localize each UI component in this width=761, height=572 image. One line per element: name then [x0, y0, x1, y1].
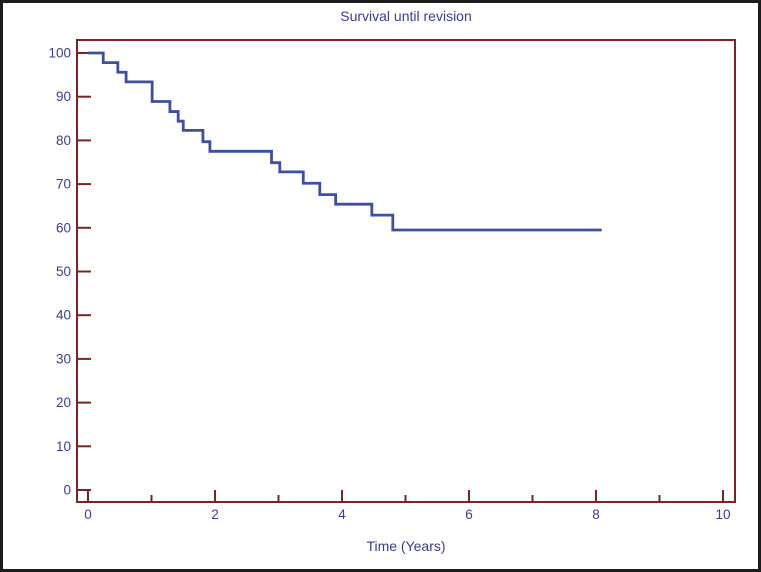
x-tick-label: 4	[338, 507, 346, 522]
y-tick-label: 100	[48, 46, 71, 61]
y-tick-label: 10	[56, 439, 71, 454]
x-tick-label: 10	[715, 507, 730, 522]
x-tick-label: 6	[465, 507, 473, 522]
plot-frame-axes	[76, 39, 736, 503]
y-tick-label: 60	[56, 220, 71, 235]
x-tick-label: 2	[211, 507, 219, 522]
axis-tick-labels: 0 10 20 30 40 50 60 70 80 90 100 0 2 4 6 8 10	[48, 46, 730, 523]
y-tick-label: 30	[56, 351, 71, 366]
y-tick-label: 20	[56, 395, 71, 410]
y-tick-label: 50	[56, 264, 71, 279]
y-tick-label: 0	[63, 483, 71, 498]
survival-curve	[88, 51, 602, 232]
x-tick-label: 8	[592, 507, 600, 522]
y-tick-label: 90	[56, 89, 71, 104]
y-tick-label: 80	[56, 133, 71, 148]
y-tick-label: 70	[56, 177, 71, 192]
x-axis-title: Time (Years)	[366, 538, 445, 554]
axis-ticks	[77, 52, 724, 502]
y-tick-label: 40	[56, 308, 71, 323]
x-tick-label: 0	[84, 507, 92, 522]
chart-title: Survival until revision	[340, 8, 472, 24]
